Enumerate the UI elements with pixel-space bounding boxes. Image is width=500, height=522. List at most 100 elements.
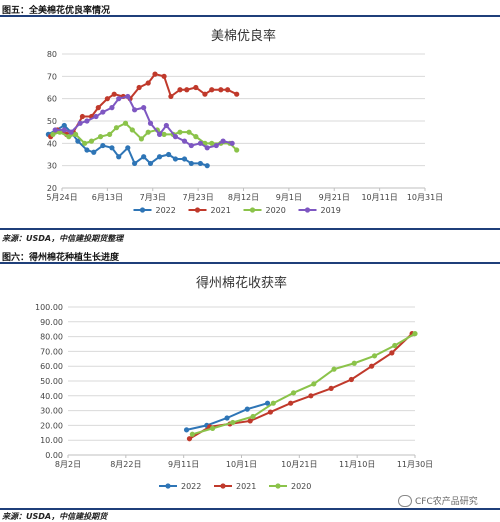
data-point-2019 <box>197 140 203 146</box>
texas-harvest-chart: 得州棉花收获率 0.00 10.00 20.00 30.00 40.00 50.00 60.0… <box>35 275 433 491</box>
x-tick-label: 7月23日 <box>182 193 213 202</box>
data-point-2019 <box>156 131 163 137</box>
y-tick-label: 30.00 <box>40 407 63 416</box>
data-point-2022 <box>109 145 115 151</box>
data-point-2022 <box>181 156 188 162</box>
data-point-2020 <box>234 147 240 153</box>
y-tick-label: 40 <box>47 139 57 148</box>
data-point-2019 <box>229 140 235 146</box>
data-point-2019 <box>68 129 74 135</box>
data-point-2022 <box>91 149 97 155</box>
data-point-2020 <box>161 131 167 137</box>
legend-marker-2020 <box>275 483 281 489</box>
data-point-2021 <box>161 73 167 79</box>
data-point-2020 <box>371 353 378 359</box>
data-point-2020 <box>230 419 236 426</box>
data-point-2020 <box>122 120 129 126</box>
data-point-2020 <box>73 131 79 137</box>
y-tick-label: 10.00 <box>40 436 63 445</box>
data-point-2021 <box>328 385 334 391</box>
wechat-icon <box>398 494 412 507</box>
data-point-2022 <box>224 415 230 421</box>
legend-marker-2022 <box>165 483 171 489</box>
data-point-2019 <box>172 134 179 140</box>
y-tick-label: 70 <box>47 72 57 81</box>
data-point-2020 <box>250 413 256 420</box>
legend-marker-2021 <box>194 207 201 213</box>
data-point-2020 <box>186 129 192 135</box>
data-point-2022 <box>147 160 154 167</box>
data-point-2022 <box>197 160 203 167</box>
data-point-2022 <box>125 145 131 151</box>
data-point-2021 <box>225 87 231 93</box>
figure6-bottom-rule <box>0 508 500 510</box>
x-tick-label: 5月24日 <box>46 193 77 202</box>
data-point-2019 <box>188 142 194 149</box>
watermark: CFC农产品研究 <box>398 494 478 507</box>
data-point-2019 <box>220 138 226 144</box>
y-tick-label: 80 <box>47 50 57 59</box>
legend-label-2020: 2020 <box>266 206 286 215</box>
data-point-2021 <box>104 96 110 102</box>
data-point-2020 <box>50 131 56 137</box>
data-point-2019 <box>77 120 83 126</box>
data-point-2019 <box>141 105 147 111</box>
data-point-2020 <box>392 342 398 349</box>
data-point-2021 <box>79 113 86 120</box>
x-tick-label: 10月11日 <box>361 193 397 202</box>
data-point-2020 <box>351 360 357 366</box>
data-point-2020 <box>189 431 195 437</box>
data-point-2022 <box>264 400 271 406</box>
data-point-2021 <box>136 84 142 91</box>
legend-label-2022: 2022 <box>181 482 201 491</box>
x-tick-label: 9月21日 <box>319 193 350 202</box>
data-point-2022 <box>183 427 190 433</box>
x-tick-label: 10月31日 <box>407 193 443 202</box>
data-point-2019 <box>84 118 90 124</box>
data-point-2021 <box>184 87 190 93</box>
data-point-2020 <box>88 138 95 144</box>
series-line-2021 <box>188 332 413 440</box>
data-point-2020 <box>129 127 135 133</box>
data-point-2020 <box>331 366 337 372</box>
data-point-2019 <box>125 93 131 100</box>
data-point-2021 <box>145 80 151 86</box>
data-point-2022 <box>244 406 250 412</box>
data-point-2022 <box>188 160 194 167</box>
data-point-2021 <box>177 87 183 93</box>
figure6-caption: 图六：得州棉花种植生长进度 <box>2 253 120 263</box>
data-point-2021 <box>202 91 208 97</box>
data-point-2019 <box>163 122 169 129</box>
data-point-2021 <box>234 91 240 97</box>
data-point-2020 <box>138 136 145 142</box>
legend-marker-2021 <box>220 483 226 489</box>
data-point-2022 <box>61 122 67 129</box>
watermark-text: CFC农产品研究 <box>415 497 478 507</box>
x-tick-label: 9月1日 <box>276 193 302 202</box>
data-point-2019 <box>204 145 210 151</box>
data-point-2021 <box>111 91 117 97</box>
x-tick-label: 10月1日 <box>226 460 257 469</box>
data-point-2022 <box>172 156 179 162</box>
legend-marker-2019 <box>304 207 311 213</box>
data-point-2019 <box>132 107 138 113</box>
y-tick-label: 60 <box>47 95 57 104</box>
figure6-source: 来源：USDA，中信建投期货 <box>2 512 108 521</box>
chart-title: 美棉优良率 <box>211 28 276 44</box>
y-tick-label: 20 <box>47 184 57 193</box>
data-point-2020 <box>412 331 418 337</box>
data-point-2020 <box>66 134 72 140</box>
data-point-2020 <box>113 125 120 131</box>
data-point-2019 <box>100 109 106 115</box>
y-tick-label: 60.00 <box>40 362 63 371</box>
y-tick-label: 100.00 <box>35 303 63 312</box>
legend-marker-2022 <box>139 207 146 213</box>
legend-label-2019: 2019 <box>321 206 341 215</box>
data-point-2021 <box>186 436 193 442</box>
data-point-2020 <box>97 134 104 140</box>
data-point-2022 <box>100 142 106 149</box>
data-point-2021 <box>168 93 174 100</box>
y-tick-label: 30 <box>47 162 57 171</box>
y-tick-label: 40.00 <box>40 392 63 401</box>
y-tick-label: 80.00 <box>40 333 63 342</box>
